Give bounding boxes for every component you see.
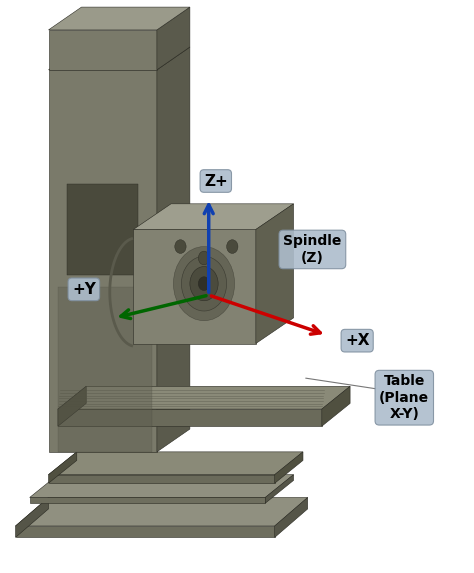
Polygon shape [58, 386, 86, 426]
Circle shape [173, 246, 235, 321]
Polygon shape [16, 526, 275, 537]
Polygon shape [48, 7, 190, 30]
Polygon shape [48, 47, 190, 70]
Circle shape [175, 240, 186, 253]
Circle shape [198, 277, 210, 291]
Polygon shape [265, 474, 293, 503]
Polygon shape [48, 452, 77, 483]
Polygon shape [16, 497, 308, 526]
Text: +Y: +Y [72, 282, 96, 297]
Text: Table
(Plane
X-Y): Table (Plane X-Y) [379, 375, 429, 421]
Polygon shape [256, 204, 293, 344]
Polygon shape [48, 70, 157, 452]
Circle shape [182, 256, 227, 311]
Polygon shape [30, 497, 265, 503]
Polygon shape [322, 386, 350, 426]
Polygon shape [48, 30, 157, 70]
Text: +X: +X [345, 333, 369, 348]
Polygon shape [48, 474, 275, 483]
Polygon shape [275, 497, 308, 537]
Polygon shape [275, 452, 303, 483]
Circle shape [198, 251, 210, 265]
Polygon shape [58, 286, 152, 452]
Polygon shape [16, 497, 48, 537]
Polygon shape [30, 474, 293, 497]
Text: Spindle
(Z): Spindle (Z) [283, 234, 342, 265]
Text: Z+: Z+ [204, 174, 228, 189]
Circle shape [227, 240, 238, 253]
Polygon shape [157, 47, 190, 452]
Polygon shape [133, 204, 293, 229]
Polygon shape [58, 409, 322, 426]
Polygon shape [157, 7, 190, 70]
Circle shape [190, 266, 218, 301]
Polygon shape [67, 184, 138, 275]
Polygon shape [58, 386, 350, 409]
Polygon shape [48, 452, 303, 474]
Polygon shape [133, 229, 256, 344]
